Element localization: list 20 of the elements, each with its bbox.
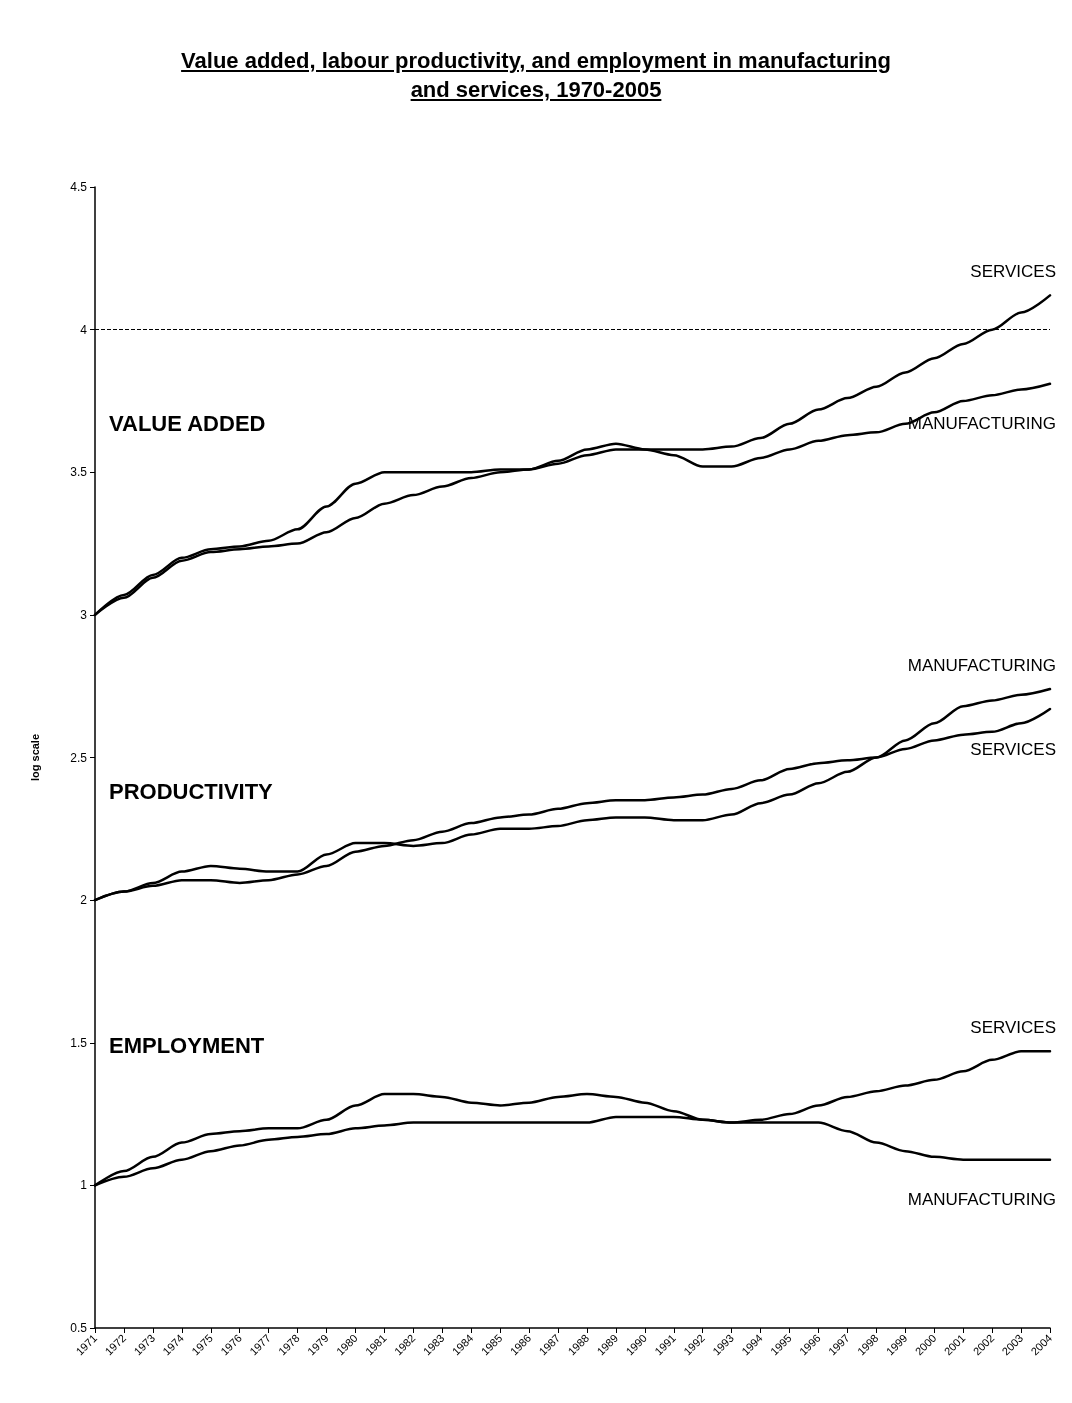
annotation: EMPLOYMENT [109,1032,265,1058]
annotation: VALUE ADDED [109,410,266,436]
y-tick-label: 3 [80,607,88,622]
y-tick-label: 4 [80,322,88,337]
series-label: SERVICES [970,261,1056,281]
series-label: MANUFACTURING [907,1190,1056,1210]
y-axis-title: log scale [28,733,41,782]
series-label: SERVICES [970,739,1056,759]
series-label: MANUFACTURING [907,655,1056,675]
y-tick-label: 2 [80,893,88,908]
y-tick-label: 1.5 [70,1035,88,1050]
annotation: PRODUCTIVITY [109,778,274,804]
y-tick-label: 4.5 [70,180,88,194]
series-label: SERVICES [970,1017,1056,1037]
series-label: MANUFACTURING [907,414,1056,434]
chart-title: Value added, labour productivity, and employment in manufacturing and services, 1970-2005 [180,47,892,104]
y-tick-label: 0.5 [70,1321,88,1335]
y-tick-label: 2.5 [70,750,88,765]
y-tick-label: 1 [80,1178,88,1193]
y-tick-label: 3.5 [70,465,88,480]
